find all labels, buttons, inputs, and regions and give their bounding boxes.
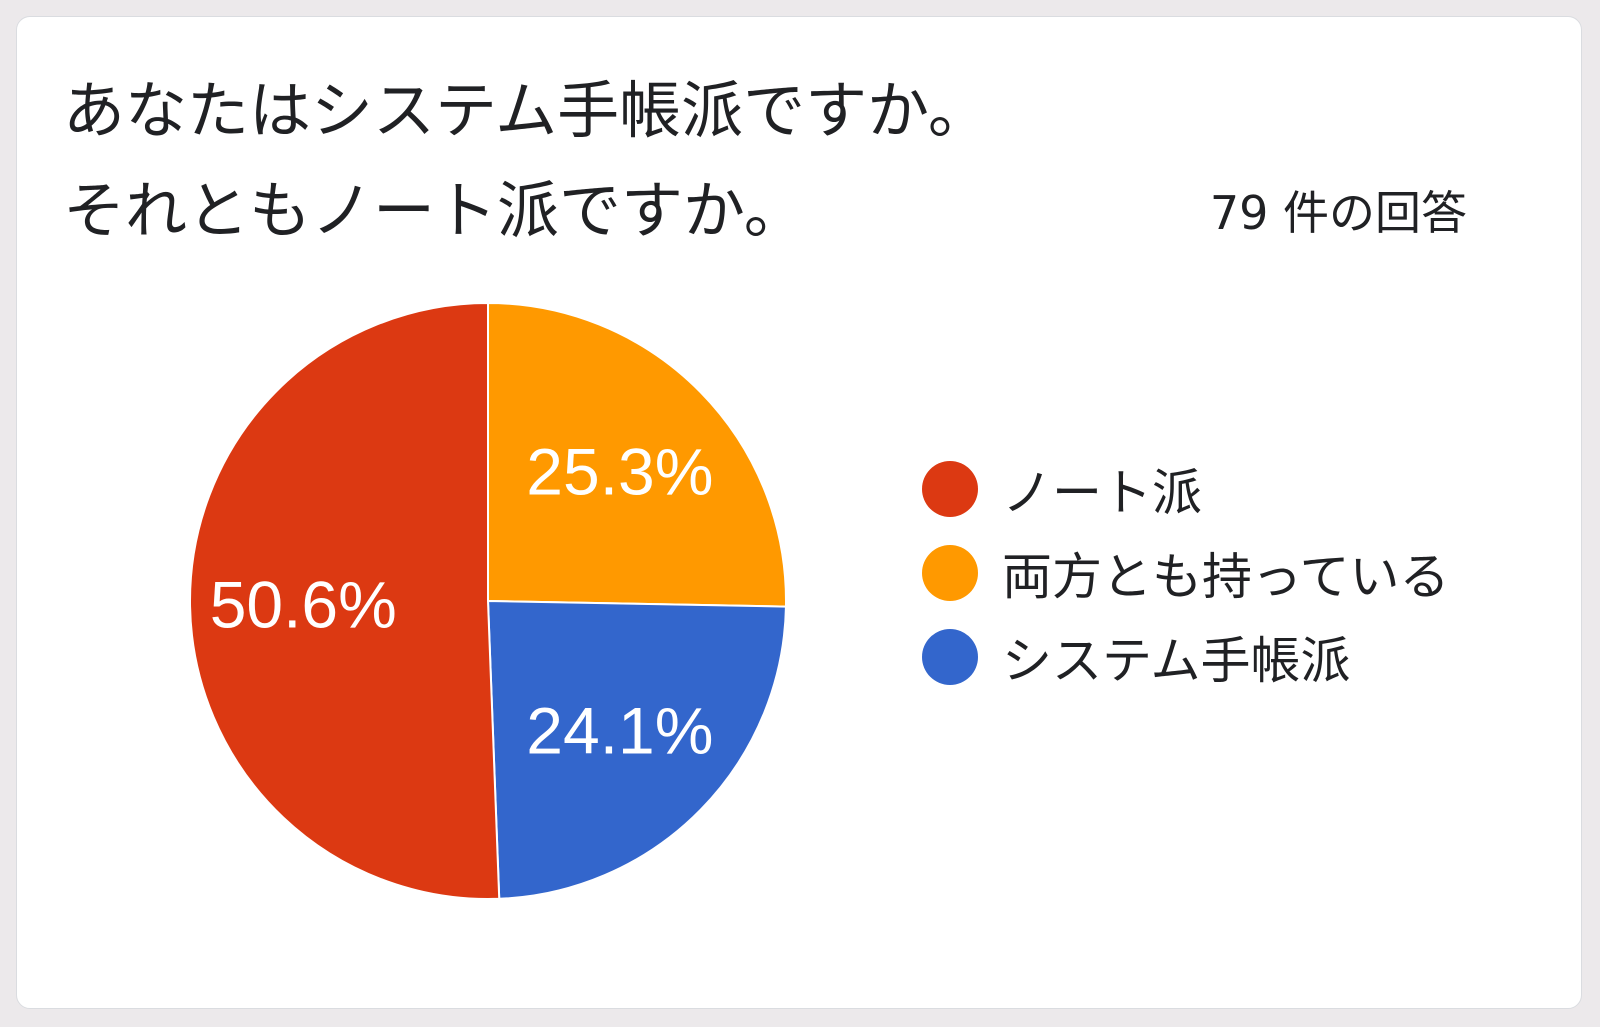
pie-slice-label-3: 50.6%: [210, 567, 397, 641]
chart-legend: ノート派両方とも持っている システム手帳派: [922, 447, 1450, 699]
response-count: 79 件の回答: [1209, 186, 1467, 240]
legend-item-3[interactable]: システム手帳派: [922, 615, 1450, 699]
question-title-line-2: それともノート派ですか。: [63, 174, 806, 247]
legend-item-2[interactable]: 両方とも持っている: [922, 531, 1450, 615]
legend-label: ノート派: [1002, 464, 1202, 522]
pie-slice-3[interactable]: [189, 301, 501, 900]
legend-swatch-dot: [922, 461, 978, 517]
pie-slice-1[interactable]: [487, 301, 787, 608]
question-title: あなたはシステム手帳派ですか。 それともノート派ですか。: [63, 61, 990, 261]
pie-slice-label-2: 24.1%: [526, 693, 713, 767]
legend-item-1[interactable]: ノート派: [922, 447, 1450, 531]
pie-slices: [189, 301, 787, 900]
legend-swatch-dot: [922, 629, 978, 685]
legend-label: 両方とも持っている: [1002, 548, 1450, 606]
legend-label: システム手帳派: [1002, 632, 1351, 690]
pie-chart: 25.3% 24.1% 50.6%: [189, 301, 787, 900]
response-summary-card: あなたはシステム手帳派ですか。 それともノート派ですか。 79 件の回答 25.…: [16, 16, 1582, 1009]
pie-slice-2[interactable]: [486, 599, 787, 900]
pie-slice-label-1: 25.3%: [526, 435, 713, 509]
pie-slice-labels: 25.3% 24.1% 50.6%: [210, 435, 714, 768]
legend-swatch-dot: [922, 545, 978, 601]
question-title-line-1: あなたはシステム手帳派ですか。: [63, 74, 990, 147]
